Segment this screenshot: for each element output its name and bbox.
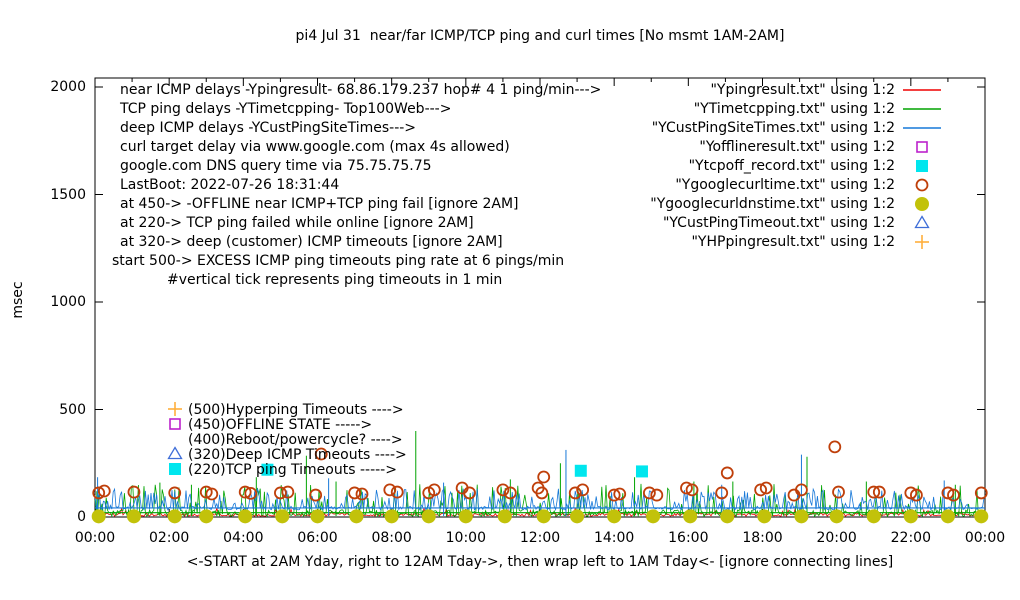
x-tick-label: 04:00 <box>223 530 264 546</box>
x-axis-caption: <-START at 2AM Yday, right to 12AM Tday-… <box>186 554 894 570</box>
x-tick-label: 14:00 <box>593 530 635 546</box>
annotation-label: (500)Hyperping Timeouts ----> <box>188 402 404 418</box>
x-tick-label: 22:00 <box>890 530 931 546</box>
info-line: start 500-> EXCESS ICMP ping timeouts pi… <box>112 253 565 269</box>
x-tick-label: 10:00 <box>445 530 486 546</box>
info-line: deep ICMP delays -YCustPingSiteTimes---> <box>120 120 417 136</box>
legend-label: "Ygooglecurldnstime.txt" using 1:2 <box>650 196 895 212</box>
info-line: curl target delay via www.google.com (ma… <box>120 139 510 155</box>
legend-label: "YCustPingTimeout.txt" using 1:2 <box>662 215 895 231</box>
annotation-label: (220)TCP ping Timeouts -----> <box>188 462 397 478</box>
annotation-label: (320)Deep ICMP Timeouts ----> <box>188 447 407 463</box>
legend-label: "Yofflineresult.txt" using 1:2 <box>699 139 895 155</box>
x-tick-label: 20:00 <box>816 530 857 546</box>
annotation-label: (450)OFFLINE STATE -----> <box>188 417 373 433</box>
x-tick-label: 00:00 <box>74 530 116 546</box>
y-tick-label: 2000 <box>50 79 86 95</box>
x-tick-label: 00:00 <box>964 530 1006 546</box>
legend-label: "Ypingresult.txt" using 1:2 <box>710 82 895 98</box>
info-line: near ICMP delays -Ypingresult- 68.86.179… <box>120 82 602 98</box>
legend-label: "Ytcpoff_record.txt" using 1:2 <box>688 158 895 174</box>
y-axis-label: msec <box>10 281 26 319</box>
y-tick-label: 500 <box>59 401 86 418</box>
info-line: LastBoot: 2022-07-26 18:31:44 <box>120 177 340 193</box>
info-line: at 220-> TCP ping failed while online [i… <box>120 215 474 231</box>
x-tick-label: 02:00 <box>148 530 190 546</box>
x-tick-label: 16:00 <box>668 530 709 546</box>
x-tick-label: 12:00 <box>519 530 561 546</box>
info-line: TCP ping delays -YTimetcpping- Top100Web… <box>120 101 452 117</box>
x-tick-label: 18:00 <box>742 530 783 546</box>
info-line: at 320-> deep (customer) ICMP timeouts [… <box>120 234 503 250</box>
legend-label: "YCustPingSiteTimes.txt" using 1:2 <box>651 120 895 136</box>
legend-label: "YTimetcpping.txt" using 1:2 <box>693 101 895 117</box>
x-tick-label: 06:00 <box>297 530 338 546</box>
legend-label: "Ygooglecurltime.txt" using 1:2 <box>675 177 895 193</box>
info-line: at 450-> -OFFLINE near ICMP+TCP ping fai… <box>120 196 519 212</box>
y-tick-label: 0 <box>77 509 86 525</box>
info-line: google.com DNS query time via 75.75.75.7… <box>120 158 432 174</box>
annotation-label: (400)Reboot/powercycle? ----> <box>188 432 403 448</box>
y-tick-label: 1000 <box>50 294 86 310</box>
x-tick-label: 08:00 <box>371 530 412 546</box>
chart-title: pi4 Jul 31 near/far ICMP/TCP ping and cu… <box>295 28 785 44</box>
legend-label: "YHPpingresult.txt" using 1:2 <box>691 234 895 250</box>
info-line: #vertical tick represents ping timeouts … <box>167 272 503 288</box>
y-tick-label: 1500 <box>50 186 86 203</box>
